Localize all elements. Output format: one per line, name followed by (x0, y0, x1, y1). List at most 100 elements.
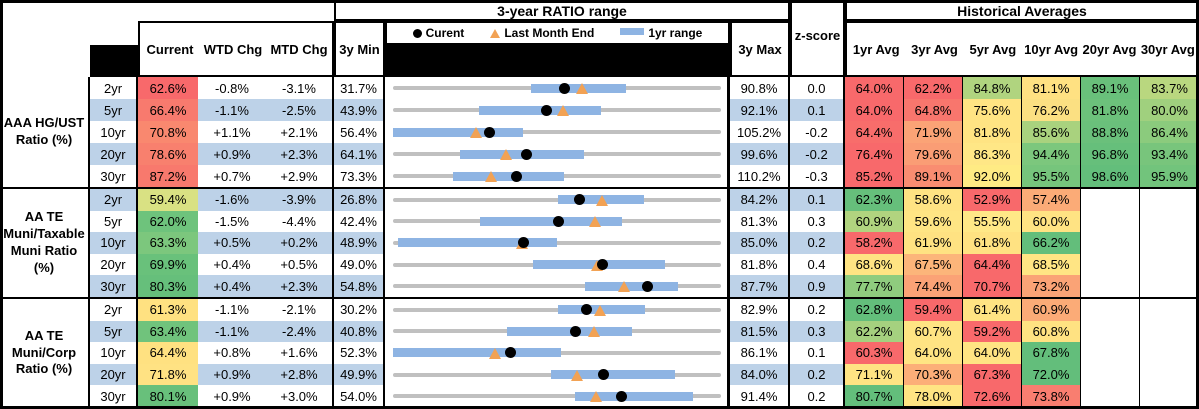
one-year-range-bar (453, 171, 564, 181)
zscore-cell: 0.2 (790, 232, 845, 254)
avg-1yr-cell: 64.4% (845, 121, 904, 143)
avg-20yr-header: 20yr Avg (1082, 41, 1137, 57)
range-chart-cell (385, 165, 730, 187)
three-year-min-cell: 30.2% (334, 299, 385, 321)
avg-10yr-cell: 67.8% (1022, 342, 1081, 364)
zscore-cell: -0.2 (790, 121, 845, 143)
one-year-range-bar (550, 370, 675, 380)
avg-5yr-cell: 67.3% (963, 363, 1022, 386)
table-row: 30yr 80.3% +0.4% +2.3% 54.8% 87.7% 0.9 7… (90, 275, 1199, 297)
three-year-min-cell: 42.4% (334, 210, 385, 233)
current-dot-icon (412, 28, 422, 38)
avg-20yr-cell (1081, 342, 1140, 364)
last-month-end-marker (589, 216, 602, 228)
avg-3yr-cell: 64.0% (904, 342, 963, 364)
last-month-end-marker (618, 281, 631, 293)
avg-20yr-cell: 98.6% (1081, 165, 1140, 187)
avg-1yr-cell: 85.2% (845, 165, 904, 187)
three-year-max-cell: 110.2% (730, 165, 790, 187)
avg-1yr-cell: 64.0% (845, 99, 904, 121)
tenor-cell: 5yr (90, 99, 138, 121)
mtd-chg-cell: +0.5% (266, 253, 334, 276)
last-month-triangle-icon (490, 28, 501, 38)
table-row: 10yr 64.4% +0.8% +1.6% 52.3% 86.1% 0.1 6… (90, 342, 1199, 364)
avg-20yr-cell: 96.8% (1081, 143, 1140, 165)
three-year-range-track (393, 394, 721, 399)
avg-30yr-cell (1140, 210, 1199, 233)
avg-5yr-cell: 86.3% (963, 143, 1022, 165)
tenor-cell: 5yr (90, 210, 138, 233)
avg-30yr-header: 30yr Avg (1140, 41, 1195, 57)
legend-1yr-range: 1yr range (620, 26, 702, 40)
avg-10yr-cell: 85.6% (1022, 121, 1081, 143)
wtd-chg-cell: -1.5% (198, 210, 266, 233)
section-divider (0, 297, 1199, 299)
range-chart-cell (385, 275, 730, 297)
three-year-min-cell: 64.1% (334, 143, 385, 165)
ratio-group-section: AA TE Muni/Corp Ratio (%) 2yr 61.3% -1.1… (0, 299, 1199, 407)
one-year-range-bar (574, 391, 693, 401)
current-cell: 87.2% (138, 165, 198, 187)
current-cell: 62.0% (138, 210, 198, 233)
avg-3yr-cell: 60.7% (904, 320, 963, 343)
avg-5yr-cell: 55.5% (963, 210, 1022, 233)
avg-20yr-cell: 88.8% (1081, 121, 1140, 143)
three-year-max-cell: 82.9% (730, 299, 790, 321)
mtd-chg-cell: +2.3% (266, 275, 334, 297)
range-chart-cell (385, 77, 730, 99)
last-month-end-marker (484, 171, 497, 182)
tenor-cell: 2yr (90, 77, 138, 99)
current-marker (581, 304, 593, 316)
tenor-cell: 2yr (90, 189, 138, 211)
avg-3yr-cell: 70.3% (904, 363, 963, 386)
three-year-min-cell: 52.3% (334, 342, 385, 364)
range-chart-cell (385, 320, 730, 343)
wtd-chg-cell: -1.1% (198, 99, 266, 121)
avg-1yr-cell: 58.2% (845, 232, 904, 254)
table-row: 20yr 78.6% +0.9% +2.3% 64.1% 99.6% -0.2 … (90, 143, 1199, 165)
tenor-cell: 30yr (90, 165, 138, 187)
avg-5yr-cell: 64.4% (963, 253, 1022, 276)
avg-30yr-cell (1140, 232, 1199, 254)
zscore-cell: 0.3 (790, 320, 845, 343)
current-cell: 78.6% (138, 143, 198, 165)
avg-3yr-cell: 67.5% (904, 253, 963, 276)
group-rows: 2yr 61.3% -1.1% -2.1% 30.2% 82.9% 0.2 62… (90, 299, 1199, 407)
wtd-chg-cell: -1.1% (198, 299, 266, 321)
three-year-max-cell: 85.0% (730, 232, 790, 254)
last-month-end-marker (488, 347, 501, 359)
legend-current: Curent (412, 26, 464, 40)
current-cell: 62.6% (138, 77, 198, 99)
avg-10yr-cell: 57.4% (1022, 189, 1081, 211)
avg-5yr-cell: 61.4% (963, 299, 1022, 321)
averages-columns-header: 1yr Avg 3yr Avg 5yr Avg 10yr Avg 20yr Av… (845, 21, 1199, 77)
wtd-chg-cell: +0.4% (198, 253, 266, 276)
historical-averages-title: Historical Averages (845, 0, 1199, 21)
ratio-group-section: AAA HG/UST Ratio (%) 2yr 62.6% -0.8% -3.… (0, 77, 1199, 187)
last-month-end-marker (570, 369, 583, 381)
avg-30yr-cell (1140, 320, 1199, 343)
current-marker (641, 280, 653, 292)
zscore-cell: 0.1 (790, 342, 845, 364)
mtd-chg-cell: -3.9% (266, 189, 334, 211)
current-column-header: Current (146, 41, 194, 57)
range-section-title: 3-year RATIO range (334, 0, 790, 21)
three-year-max-cell: 81.8% (730, 253, 790, 276)
current-cell: 70.8% (138, 121, 198, 143)
one-year-range-bar (506, 326, 633, 336)
one-year-range-bar (478, 105, 601, 115)
mtd-chg-column-header: MTD Chg (270, 41, 328, 57)
table-row: 20yr 69.9% +0.4% +0.5% 49.0% 81.8% 0.4 6… (90, 253, 1199, 276)
current-cell: 69.9% (138, 253, 198, 276)
avg-30yr-cell (1140, 189, 1199, 211)
tenor-cell: 2yr (90, 299, 138, 321)
three-year-min-cell: 43.9% (334, 99, 385, 121)
three-year-min-cell: 26.8% (334, 189, 385, 211)
tenor-cell: 10yr (90, 121, 138, 143)
avg-20yr-cell (1081, 385, 1140, 407)
avg-1yr-cell: 71.1% (845, 363, 904, 386)
table-row: 20yr 71.8% +0.9% +2.8% 49.9% 84.0% 0.2 7… (90, 363, 1199, 386)
avg-5yr-cell: 92.0% (963, 165, 1022, 187)
wtd-chg-cell: +0.9% (198, 385, 266, 407)
chart-legend: Curent Last Month End 1yr range (387, 23, 728, 43)
